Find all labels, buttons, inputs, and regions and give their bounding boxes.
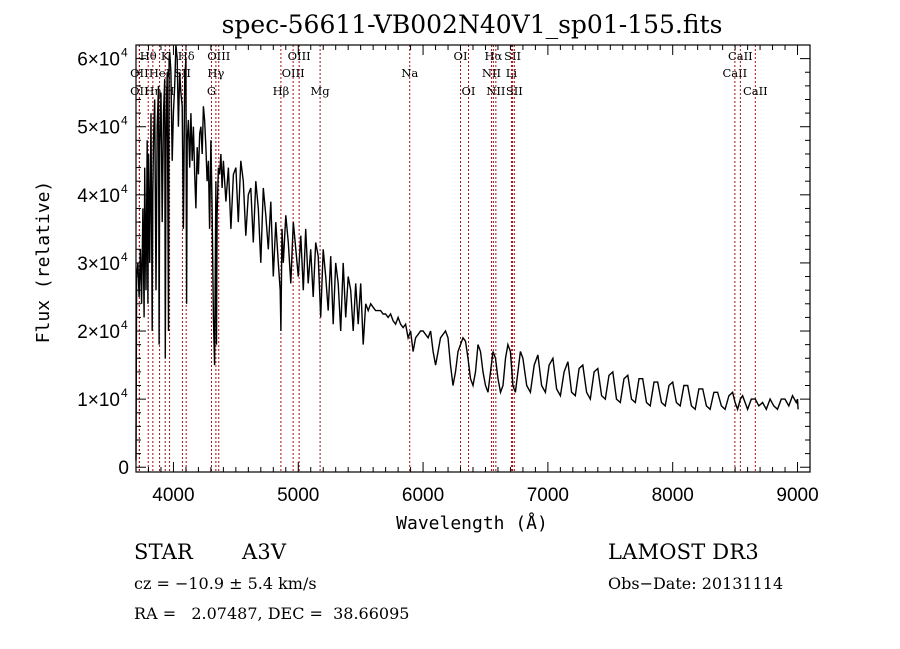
y-tick-exponent: 4 xyxy=(121,318,128,332)
line-marker-label: OI xyxy=(454,49,468,63)
y-tick-exponent: 4 xyxy=(121,114,128,128)
y-tick-exponent: 4 xyxy=(121,46,128,60)
survey-label: LAMOST DR3 xyxy=(608,540,759,564)
y-tick-label: 5×10 xyxy=(77,118,120,139)
y-tick-exponent: 4 xyxy=(121,250,128,264)
line-marker-label: SII xyxy=(504,49,521,63)
line-marker-label: OII xyxy=(130,84,149,98)
line-marker-label: NII xyxy=(486,84,505,98)
y-tick-label: 6×10 xyxy=(77,50,120,71)
y-tick-label: 1×10 xyxy=(77,390,120,411)
object-subclass: A3V xyxy=(242,540,287,564)
x-tick-label: 9000 xyxy=(776,485,818,506)
line-markers: OIIOIIHθHηHeIKHSIIHδGHγOIIIHβOIIIOIIIMgN… xyxy=(130,45,768,472)
line-marker-label: Hα xyxy=(484,49,502,63)
x-axis-ticks: 4000 5000 6000 7000 8000 9000 xyxy=(135,45,819,506)
y-tick-label: 3×10 xyxy=(77,254,120,275)
spectrum-line xyxy=(135,44,799,461)
y-tick-label: 0 xyxy=(118,458,129,479)
y-tick-exponent: 4 xyxy=(121,386,128,400)
line-marker-label: OIII xyxy=(288,49,311,63)
y-axis-label: Flux (relative) xyxy=(33,181,54,344)
coordinates: RA = 2.07487, DEC = 38.66095 xyxy=(134,604,410,623)
line-marker-label: Hγ xyxy=(207,66,224,80)
line-marker-label: CaII xyxy=(743,84,768,98)
line-marker-label: SII xyxy=(506,84,523,98)
line-marker-label: Hη xyxy=(144,84,161,98)
redshift-readout: cz = −10.9 ± 5.4 km/s xyxy=(134,574,317,593)
x-tick-label: 4000 xyxy=(152,485,194,506)
obs-date: Obs−Date: 20131114 xyxy=(608,574,784,593)
y-tick-label: 4×10 xyxy=(77,186,120,207)
x-tick-label: 6000 xyxy=(402,485,444,506)
line-marker-label: SII xyxy=(174,66,191,80)
x-tick-label: 8000 xyxy=(652,485,694,506)
spectrum-series xyxy=(135,44,799,461)
line-marker-label: CaII xyxy=(728,49,753,63)
x-tick-label: 7000 xyxy=(527,485,569,506)
line-marker-label: CaII xyxy=(722,66,747,80)
line-marker-label: Li xyxy=(506,66,518,80)
line-marker-label: Hβ xyxy=(273,84,290,98)
line-marker-label: Hδ xyxy=(178,49,195,63)
line-marker-label: OIII xyxy=(282,66,305,80)
line-marker-label: G xyxy=(207,84,216,98)
line-marker-label: OIII xyxy=(207,49,230,63)
line-marker-label: OI xyxy=(462,84,476,98)
chart-title: spec-56611-VB002N40V1_sp01-155.fits xyxy=(222,10,723,39)
line-marker-label: Hθ xyxy=(140,49,157,63)
y-tick-exponent: 4 xyxy=(121,182,128,196)
x-tick-label: 5000 xyxy=(277,485,319,506)
line-marker-label: Mg xyxy=(311,84,331,98)
x-axis-label: Wavelength (Å) xyxy=(396,512,548,534)
line-marker-label: NII xyxy=(482,66,501,80)
object-class: STAR xyxy=(134,540,194,564)
line-marker-label: K xyxy=(161,49,170,63)
y-tick-label: 2×10 xyxy=(77,322,120,343)
line-marker-label: Na xyxy=(401,66,418,80)
y-axis-ticks: 01×10 42×10 43×10 44×10 45×10 46×10 4 xyxy=(77,44,810,479)
